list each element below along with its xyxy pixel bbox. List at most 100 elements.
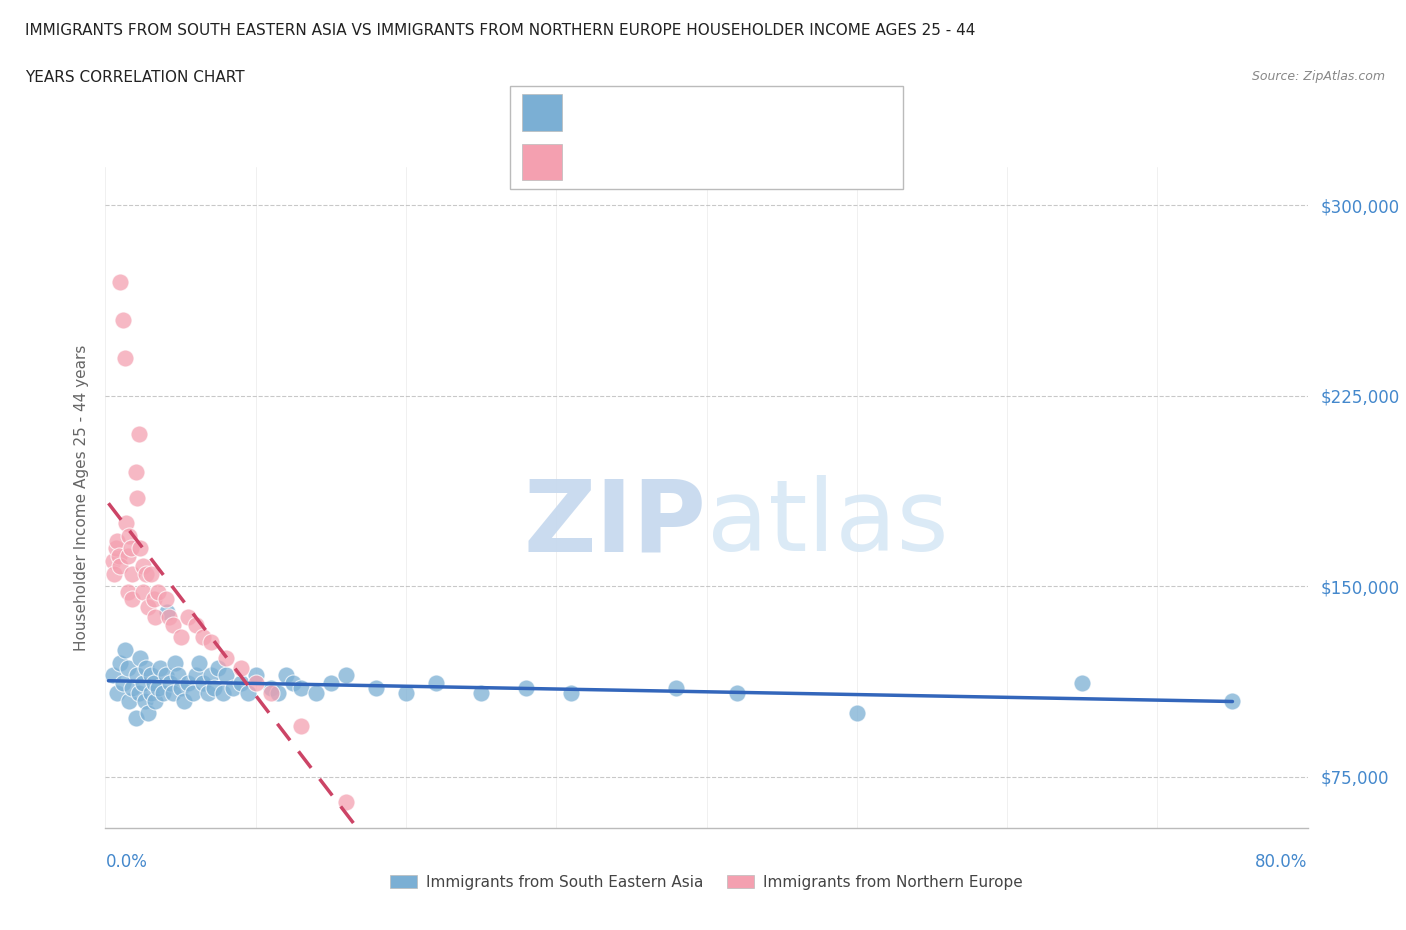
Point	[197, 685, 219, 700]
Point	[107, 685, 129, 700]
Point	[364, 681, 387, 696]
Text: 42: 42	[814, 153, 838, 171]
Point	[290, 719, 312, 734]
Point	[124, 465, 146, 480]
Text: -0.080: -0.080	[634, 153, 693, 171]
Point	[114, 351, 136, 365]
Point	[136, 599, 159, 614]
Point	[470, 685, 492, 700]
Point	[395, 685, 418, 700]
Point	[155, 591, 177, 606]
Point	[200, 668, 222, 683]
Point	[129, 650, 152, 665]
Point	[845, 706, 868, 721]
Point	[156, 604, 179, 619]
Point	[134, 693, 156, 708]
Point	[169, 630, 191, 644]
Point	[132, 675, 155, 690]
Point	[128, 685, 150, 700]
Text: R =: R =	[574, 153, 605, 171]
Point	[101, 668, 124, 683]
Point	[245, 668, 267, 683]
Point	[125, 668, 148, 683]
Point	[139, 685, 162, 700]
Point	[181, 685, 204, 700]
Point	[120, 541, 142, 556]
Point	[112, 312, 135, 327]
Point	[143, 609, 166, 624]
Point	[117, 549, 139, 564]
Point	[229, 675, 252, 690]
Point	[142, 675, 165, 690]
Point	[136, 706, 159, 721]
Point	[1071, 675, 1094, 690]
Point	[166, 668, 188, 683]
Point	[132, 559, 155, 574]
Point	[129, 541, 152, 556]
Point	[283, 675, 305, 690]
Point	[159, 675, 181, 690]
Point	[211, 685, 233, 700]
Point	[202, 681, 225, 696]
Point	[177, 675, 200, 690]
Point	[139, 668, 162, 683]
Point	[260, 685, 283, 700]
Text: Source: ZipAtlas.com: Source: ZipAtlas.com	[1251, 70, 1385, 83]
Text: IMMIGRANTS FROM SOUTH EASTERN ASIA VS IMMIGRANTS FROM NORTHERN EUROPE HOUSEHOLDE: IMMIGRANTS FROM SOUTH EASTERN ASIA VS IM…	[25, 23, 976, 38]
Point	[184, 618, 207, 632]
Point	[229, 660, 252, 675]
Text: 0.0%: 0.0%	[105, 853, 148, 870]
Text: R =: R =	[574, 103, 605, 122]
Point	[142, 591, 165, 606]
Point	[515, 681, 537, 696]
Point	[245, 675, 267, 690]
Point	[117, 660, 139, 675]
Point	[157, 609, 180, 624]
Point	[146, 681, 169, 696]
Text: -0.178: -0.178	[634, 103, 693, 122]
Point	[214, 650, 236, 665]
Point	[110, 274, 132, 289]
Point	[238, 685, 260, 700]
Text: 80.0%: 80.0%	[1256, 853, 1308, 870]
Point	[162, 685, 184, 700]
Point	[173, 693, 195, 708]
Point	[260, 681, 283, 696]
Point	[214, 668, 236, 683]
Text: atlas: atlas	[707, 475, 948, 573]
Point	[103, 566, 125, 581]
Point	[146, 584, 169, 599]
Point	[425, 675, 447, 690]
Point	[155, 668, 177, 683]
Point	[191, 675, 214, 690]
FancyBboxPatch shape	[522, 94, 562, 131]
Point	[135, 566, 157, 581]
Point	[1222, 693, 1244, 708]
Point	[143, 693, 166, 708]
Y-axis label: Householder Income Ages 25 - 44 years: Householder Income Ages 25 - 44 years	[73, 344, 89, 651]
Point	[162, 618, 184, 632]
Point	[560, 685, 582, 700]
Point	[152, 685, 174, 700]
Point	[110, 559, 132, 574]
Point	[117, 584, 139, 599]
Point	[177, 609, 200, 624]
Point	[335, 668, 357, 683]
Point	[112, 675, 135, 690]
Point	[118, 528, 141, 543]
Point	[104, 541, 127, 556]
Legend: Immigrants from South Eastern Asia, Immigrants from Northern Europe: Immigrants from South Eastern Asia, Immi…	[384, 869, 1029, 896]
Point	[128, 427, 150, 442]
Point	[725, 685, 748, 700]
FancyBboxPatch shape	[510, 86, 903, 189]
Point	[267, 685, 290, 700]
Point	[169, 681, 191, 696]
Point	[207, 660, 229, 675]
Point	[135, 660, 157, 675]
FancyBboxPatch shape	[522, 143, 562, 180]
Point	[121, 566, 143, 581]
Point	[125, 490, 148, 505]
Point	[148, 660, 170, 675]
Point	[108, 549, 131, 564]
Point	[121, 591, 143, 606]
